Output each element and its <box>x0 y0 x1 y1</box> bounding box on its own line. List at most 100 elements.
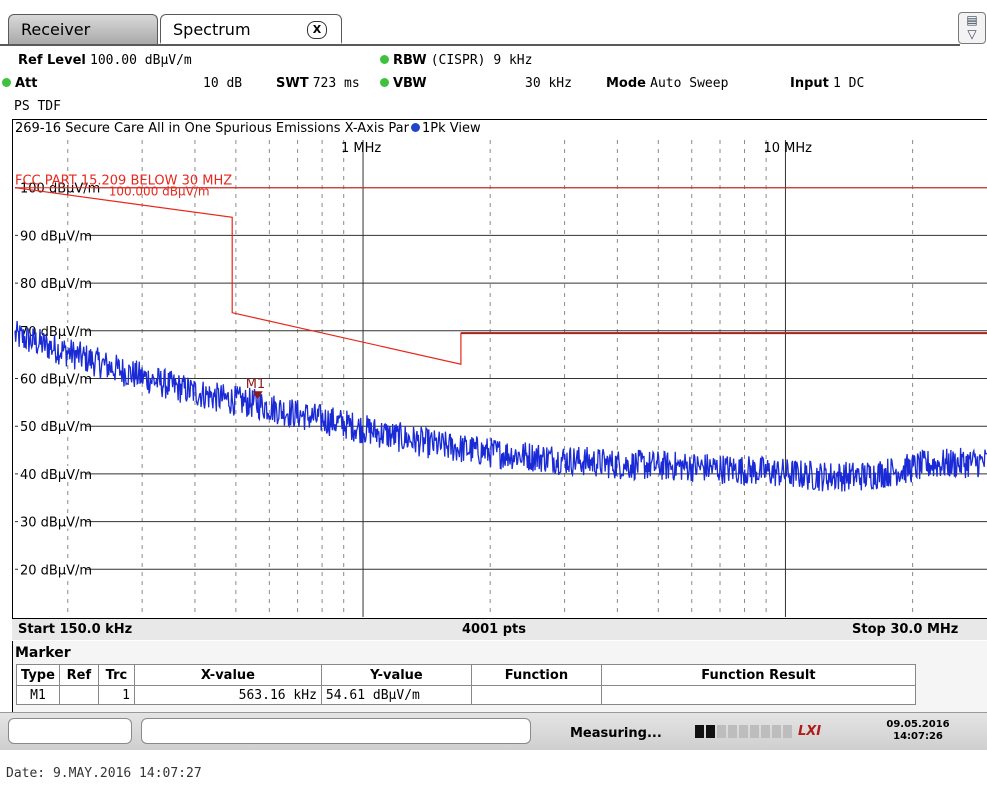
mode-label: Mode <box>606 76 646 91</box>
col-type: Type <box>16 664 60 686</box>
status-date: 09.05.2016 <box>886 719 950 730</box>
stop-frequency: Stop 30.0 MHz <box>852 622 959 637</box>
att-value: 10 dB <box>203 76 243 91</box>
tab-spectrum[interactable]: Spectrum X <box>160 14 342 44</box>
marker-m1-label: M1 <box>246 377 266 392</box>
y-tick-label-bg <box>18 275 87 291</box>
y-tick-label: 60 dBµV/m <box>20 373 92 388</box>
progress-segment <box>706 725 715 738</box>
y-tick-label: 70 dBµV/m <box>20 325 92 340</box>
toolbar-toggle-icon[interactable]: ▤ ▽ <box>958 12 986 44</box>
col-ref: Ref <box>58 664 99 686</box>
rbw-setting: RBW (CISPR) 9 kHz <box>380 53 532 68</box>
marker-table: Type Ref Trc X-value Y-value Function Fu… <box>16 664 916 705</box>
start-frequency: Start 150.0 kHz <box>18 622 133 637</box>
axis-labels: 1 MHz 10 MHz 100 dBµV/m 90 dBµV/m 80 dBµV/m 7… <box>18 141 812 578</box>
lxi-logo: LXI <box>798 724 822 739</box>
input-value: 1 DC <box>833 76 865 91</box>
y-tick-label: 90 dBµV/m <box>20 229 92 244</box>
y-tick-label-bg <box>18 513 87 529</box>
y-tick-label-bg <box>18 418 87 434</box>
mode-setting: Mode Auto Sweep <box>606 76 728 91</box>
progress-segment <box>739 725 748 738</box>
rbw-coupled-indicator <box>380 55 389 64</box>
col-function-result: Function Result <box>600 664 916 686</box>
tab-spectrum-label: Spectrum <box>173 20 251 39</box>
marker-function-result <box>600 685 916 705</box>
marker-ref <box>58 685 99 705</box>
y-tick-label: 40 dBµV/m <box>20 468 92 483</box>
status-time: 14:07:26 <box>893 731 943 742</box>
marker-y-value: 54.61 dBµV/m <box>320 685 472 705</box>
tab-receiver-label: Receiver <box>21 20 91 39</box>
close-tab-icon[interactable]: X <box>307 21 327 39</box>
trace-path <box>14 321 987 492</box>
spectrum-chart[interactable]: 1 MHz 10 MHz 100 dBµV/m 90 dBµV/m 80 dBµV/m 7… <box>0 0 987 640</box>
y-tick-label: 80 dBµV/m <box>20 277 92 292</box>
rbw-value: (CISPR) 9 kHz <box>430 53 533 68</box>
att-setting: Att <box>2 76 38 91</box>
col-y-value: Y-value <box>320 664 472 686</box>
vbw-coupled-indicator <box>380 78 389 87</box>
ref-level-label: Ref Level <box>18 53 86 68</box>
tab-receiver[interactable]: Receiver <box>8 14 158 44</box>
rbw-label: RBW <box>393 53 427 68</box>
marker-m1-icon <box>252 391 263 400</box>
marker[interactable]: M1 <box>246 377 266 400</box>
limit-line-label: FCC PART 15.209 BELOW 30 MHZ <box>15 174 232 189</box>
progress-segment <box>695 725 704 738</box>
marker-function <box>470 685 602 705</box>
marker-trace: 1 <box>97 685 135 705</box>
att-coupled-indicator <box>2 78 11 87</box>
marker-x-value: 563.16 kHz <box>133 685 322 705</box>
status-datetime: 09.05.2016 14:07:26 <box>876 719 960 743</box>
progress-segment <box>783 725 792 738</box>
ref-level-value: 100.00 dBµV/m <box>90 53 192 68</box>
y-tick-label: 100 dBµV/m <box>20 182 100 197</box>
swt-label: SWT <box>276 76 309 91</box>
transducer-label: PS TDF <box>14 99 61 114</box>
mode-value: Auto Sweep <box>650 76 729 91</box>
progress-bar <box>695 725 827 738</box>
status-field-1[interactable] <box>8 718 132 744</box>
sweep-points: 4001 pts <box>462 622 526 637</box>
table-row[interactable]: M1 1 563.16 kHz 54.61 dBµV/m <box>16 685 916 705</box>
y-tick-label: 50 dBµV/m <box>20 420 92 435</box>
y-tick-label: 20 dBµV/m <box>20 563 92 578</box>
marker-table-header: Type Ref Trc X-value Y-value Function Fu… <box>16 664 916 686</box>
limit-line-value: 100.000 dBµV/m <box>109 185 210 199</box>
swt-setting: SWT 723 ms <box>276 76 360 91</box>
trace-view-label: 1Pk View <box>421 121 481 136</box>
col-x-value: X-value <box>133 664 322 686</box>
col-trc: Trc <box>97 664 135 686</box>
capture-date: Date: 9.MAY.2016 14:07:27 <box>6 766 202 781</box>
ref-level: Ref Level 100.00 dBµV/m <box>18 53 192 68</box>
att-label: Att <box>15 76 38 91</box>
diagram-title: 269-16 Secure Care All in One Spurious E… <box>15 121 481 136</box>
y-tick-label-bg <box>18 465 87 481</box>
trace <box>14 321 987 492</box>
input-setting: Input 1 DC <box>790 76 864 91</box>
marker-type: M1 <box>16 685 60 705</box>
y-tick-label-bg <box>18 370 87 386</box>
measuring-status: Measuring... <box>570 726 662 741</box>
vbw-setting: VBW <box>380 76 427 91</box>
progress-segment <box>728 725 737 738</box>
progress-segment <box>761 725 770 738</box>
progress-segment <box>772 725 781 738</box>
vbw-value: 30 kHz <box>525 76 572 91</box>
status-field-2[interactable] <box>141 718 531 744</box>
y-tick-label-bg <box>18 227 87 243</box>
x-tick-label: 10 MHz <box>763 141 812 156</box>
marker-table-title: Marker <box>15 645 71 661</box>
trace-indicator-icon <box>410 123 420 132</box>
input-label: Input <box>790 76 829 91</box>
vbw-label: VBW <box>393 76 427 91</box>
tab-divider <box>0 44 960 46</box>
col-function: Function <box>470 664 602 686</box>
y-tick-label-bg <box>18 561 87 577</box>
y-tick-label: 30 dBµV/m <box>20 516 92 531</box>
x-tick-label: 1 MHz <box>341 141 381 156</box>
swt-value: 723 ms <box>312 76 360 91</box>
